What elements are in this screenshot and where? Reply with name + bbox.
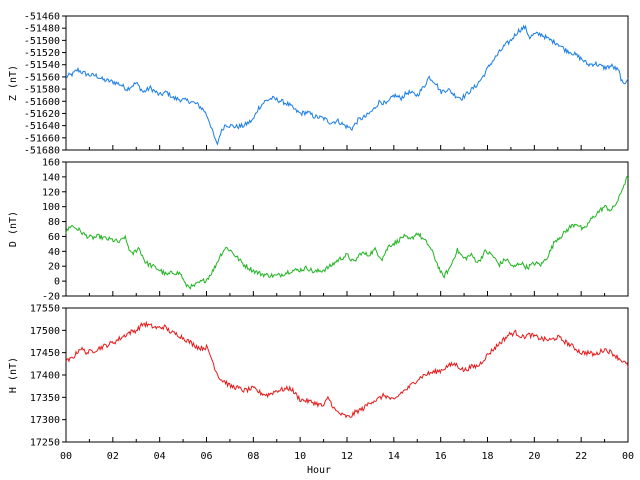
y-tick-label: 17250 — [30, 438, 60, 449]
series-line — [65, 175, 629, 290]
y-tick-label: 160 — [42, 158, 60, 169]
y-tick-label: -51580 — [24, 85, 60, 96]
y-axis-label: H (nT) — [8, 357, 19, 393]
y-tick-label: 17450 — [30, 348, 60, 359]
y-tick-label: -51620 — [24, 109, 60, 120]
y-tick-label: 80 — [48, 217, 60, 228]
x-tick-label: 04 — [154, 451, 166, 462]
y-tick-label: -51600 — [24, 97, 60, 108]
d-component-panel: 160 140 120 100 80 60 40 20 0 -20 D (nT) — [8, 158, 629, 303]
y-tick-label: -51640 — [24, 121, 60, 132]
y-tick-label: -51660 — [24, 133, 60, 144]
y-tick-label: 17500 — [30, 326, 60, 337]
x-tick-label: 06 — [200, 451, 212, 462]
y-tick-label: 20 — [48, 262, 60, 273]
series-line — [65, 24, 629, 146]
plot-frame — [65, 307, 629, 443]
z-component-panel: -51460-51480-51500-51520-51540-51560 -515… — [8, 12, 629, 157]
x-tick-label: 10 — [294, 451, 306, 462]
y-tick-label: 17400 — [30, 371, 60, 382]
x-tick-label: 16 — [435, 451, 447, 462]
y-tick-label: -51500 — [24, 36, 60, 47]
plot-frame — [65, 161, 629, 297]
y-tick-label: -51680 — [24, 146, 60, 157]
y-tick-label: -20 — [42, 292, 60, 303]
x-tick-label: 00 — [60, 451, 72, 462]
x-tick-label: 12 — [341, 451, 353, 462]
y-tick-label: 120 — [42, 187, 60, 198]
y-tick-label: 17350 — [30, 393, 60, 404]
x-tick-label: 22 — [575, 451, 587, 462]
x-tick-label: 02 — [107, 451, 119, 462]
x-axis-label: Hour — [307, 465, 331, 476]
y-tick-label: -51480 — [24, 24, 60, 35]
x-tick-label: 00 — [622, 451, 634, 462]
y-axis-label: Z (nT) — [8, 65, 19, 101]
x-tick-label: 08 — [247, 451, 259, 462]
y-tick-label: 40 — [48, 247, 60, 258]
y-tick-label: 17550 — [30, 304, 60, 315]
y-tick-label: 17300 — [30, 415, 60, 426]
y-tick-label: -51540 — [24, 60, 60, 71]
y-tick-label: 100 — [42, 202, 60, 213]
y-tick-label: 0 — [54, 277, 60, 288]
y-axis-label: D (nT) — [8, 211, 19, 247]
y-tick-label: 140 — [42, 172, 60, 183]
y-tick-label: -51520 — [24, 48, 60, 59]
y-tick-label: -51460 — [24, 12, 60, 23]
series-line — [65, 320, 629, 419]
x-tick-label: 14 — [388, 451, 400, 462]
x-tick-label: 18 — [481, 451, 493, 462]
y-tick-label: 60 — [48, 232, 60, 243]
h-component-panel: 17550 17500 17450 17400 17350 17300 17250 H (nT… — [8, 304, 634, 463]
x-tick-label: 20 — [528, 451, 540, 462]
y-tick-label: -51560 — [24, 72, 60, 83]
